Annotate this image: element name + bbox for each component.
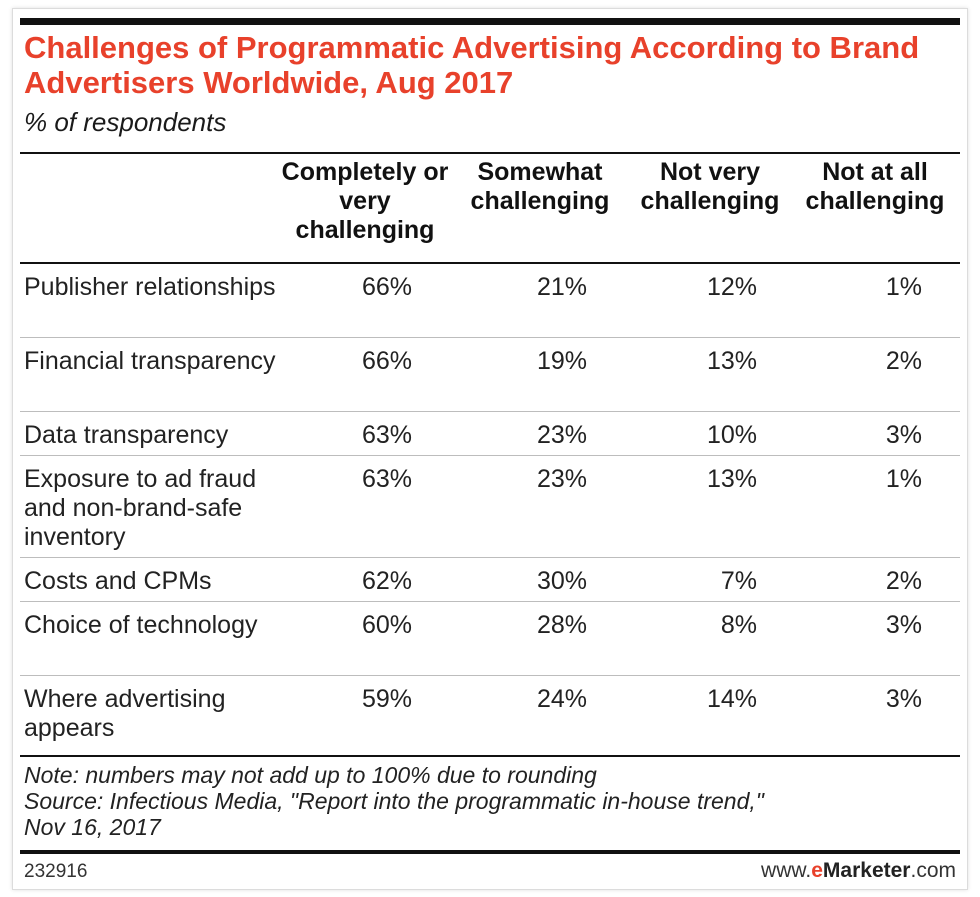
- table-row: Costs and CPMs 62% 30% 7% 2%: [20, 558, 960, 602]
- row-label: Exposure to ad fraud and non-brand-safe …: [24, 465, 257, 551]
- table-cell: 66%: [361, 273, 412, 301]
- row-separator: [20, 411, 960, 412]
- subtitle-rule: [20, 152, 960, 154]
- table-cell: 24%: [536, 685, 587, 713]
- header-rule: [20, 262, 960, 264]
- brand-name: Marketer: [822, 859, 911, 882]
- row-label: Financial transparency: [24, 347, 276, 375]
- top-rule: [20, 18, 960, 25]
- column-header-completely: Completely or very challenging: [281, 158, 449, 244]
- brand-suffix: .com: [910, 859, 956, 882]
- column-header-not-at-all: Not at all challenging: [805, 158, 945, 215]
- row-label: Where advertising appears: [24, 685, 226, 742]
- row-label: Publisher relationships: [24, 273, 276, 301]
- table-cell: 59%: [361, 685, 412, 713]
- table-cell: 30%: [536, 567, 587, 595]
- note-text: Note: numbers may not add up to 100% due…: [24, 762, 597, 788]
- row-separator: [20, 337, 960, 338]
- table-row: Choice of technology 60% 28% 8% 3%: [20, 602, 960, 676]
- table-cell: 63%: [361, 465, 412, 493]
- source-text: Source: Infectious Media, "Report into t…: [24, 788, 764, 814]
- table-cell: 66%: [361, 347, 412, 375]
- table-cell: 8%: [720, 611, 757, 639]
- table-row: Publisher relationships 66% 21% 12% 1%: [20, 264, 960, 338]
- bottom-rule: [20, 755, 960, 757]
- chart-title: Challenges of Programmatic Advertising A…: [24, 30, 920, 100]
- table-row: Data transparency 63% 23% 10% 3%: [20, 412, 960, 456]
- table-cell: 7%: [720, 567, 757, 595]
- table-cell: 13%: [706, 465, 757, 493]
- table-cell: 13%: [706, 347, 757, 375]
- notes: Note: numbers may not add up to 100% due…: [24, 762, 944, 840]
- table-cell: 23%: [536, 421, 587, 449]
- table-cell: 23%: [536, 465, 587, 493]
- table-cell: 14%: [706, 685, 757, 713]
- table-cell: 2%: [885, 347, 922, 375]
- row-separator: [20, 601, 960, 602]
- table-cell: 2%: [885, 567, 922, 595]
- table-cell: 3%: [885, 611, 922, 639]
- row-separator: [20, 455, 960, 456]
- table-cell: 60%: [361, 611, 412, 639]
- table-row: Exposure to ad fraud and non-brand-safe …: [20, 456, 960, 558]
- brand-e: e: [811, 859, 823, 882]
- table-cell: 19%: [536, 347, 587, 375]
- table-cell: 28%: [536, 611, 587, 639]
- row-label: Costs and CPMs: [24, 567, 212, 595]
- chart-frame: [12, 8, 968, 890]
- brand-logo: www.eMarketer.com: [761, 859, 956, 883]
- source-date: Nov 16, 2017: [24, 814, 161, 840]
- table-cell: 3%: [885, 685, 922, 713]
- table-cell: 3%: [885, 421, 922, 449]
- table-cell: 10%: [706, 421, 757, 449]
- table-cell: 12%: [706, 273, 757, 301]
- table-row: Where advertising appears 59% 24% 14% 3%: [20, 676, 960, 755]
- table-cell: 1%: [885, 273, 922, 301]
- footer-rule: [20, 850, 960, 854]
- table-cell: 21%: [536, 273, 587, 301]
- table-cell: 62%: [361, 567, 412, 595]
- brand-prefix: www.: [761, 859, 812, 882]
- row-separator: [20, 557, 960, 558]
- table-cell: 63%: [361, 421, 412, 449]
- row-separator: [20, 675, 960, 676]
- table-row: Financial transparency 66% 19% 13% 2%: [20, 338, 960, 412]
- column-header-not-very: Not very challenging: [640, 158, 780, 215]
- row-label: Data transparency: [24, 421, 229, 449]
- table-cell: 1%: [885, 465, 922, 493]
- row-label: Choice of technology: [24, 611, 258, 639]
- chart-subtitle: % of respondents: [24, 107, 227, 137]
- column-header-somewhat: Somewhat challenging: [470, 158, 610, 215]
- chart-id: 232916: [24, 861, 88, 882]
